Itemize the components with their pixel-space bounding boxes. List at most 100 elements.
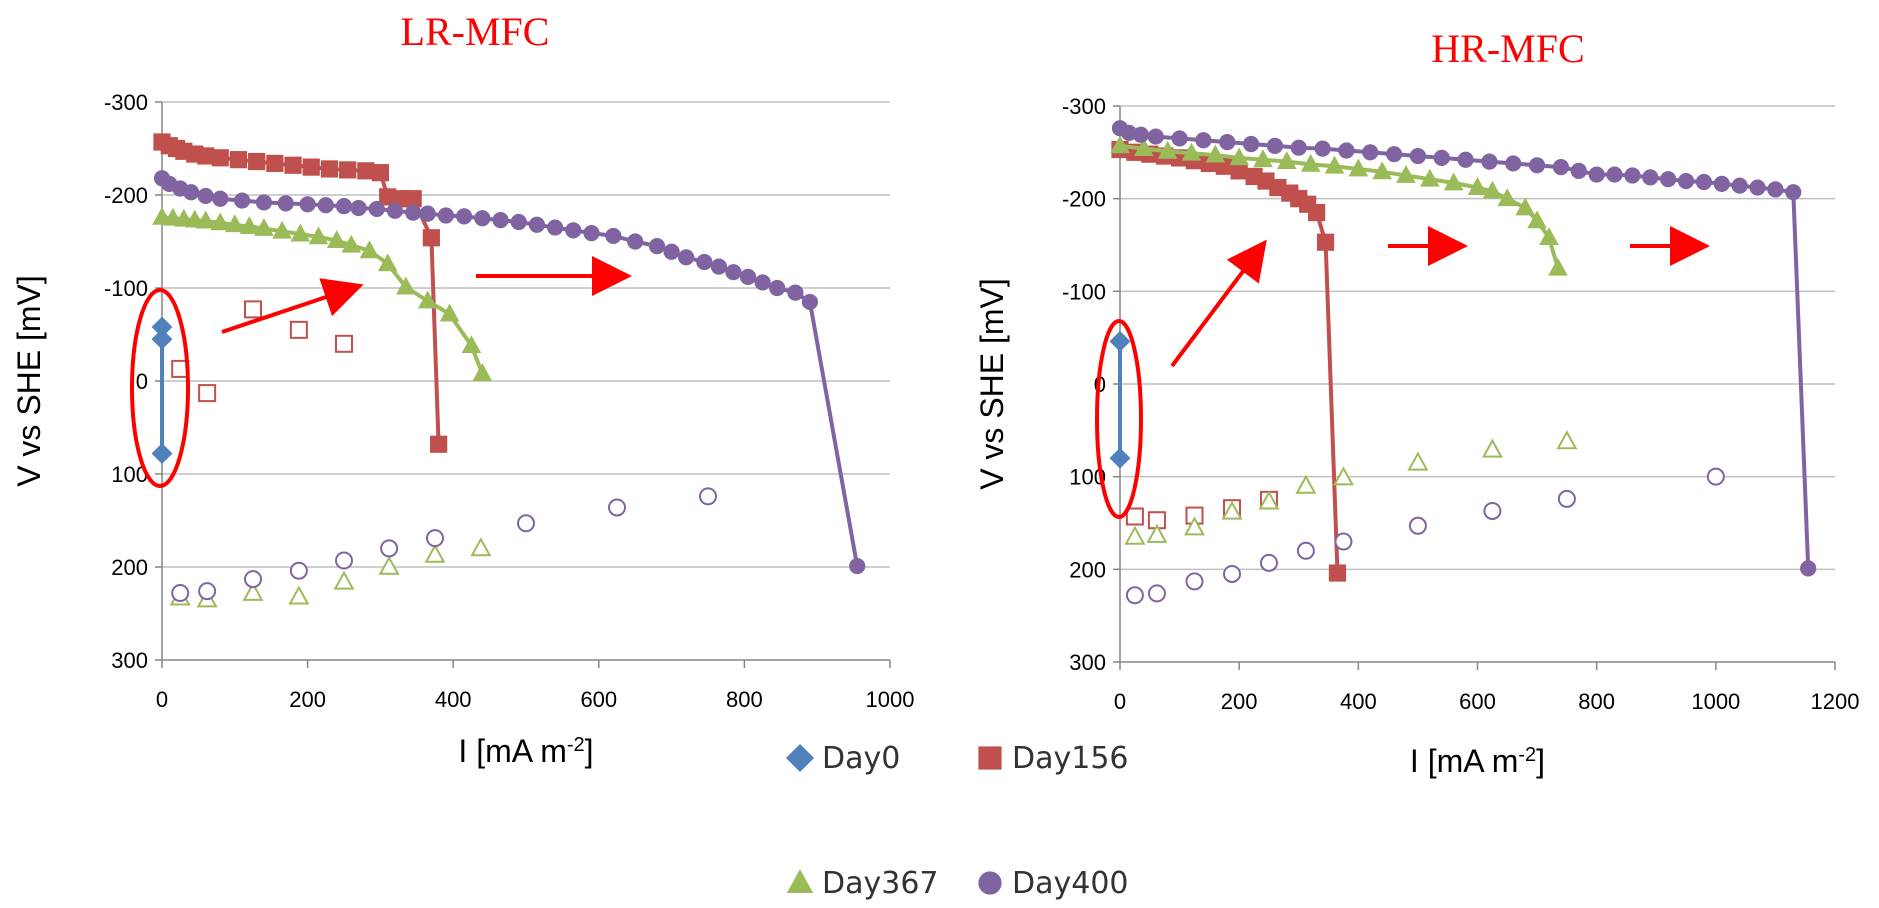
data-point-day400	[426, 529, 444, 548]
data-point-day400	[1800, 560, 1817, 577]
x-tick-label: 0	[156, 687, 168, 712]
x-axis-title-main: I [mA m	[458, 733, 566, 769]
data-point-day367	[1183, 516, 1205, 536]
data-point-day400	[183, 184, 200, 201]
data-point-day400	[233, 192, 251, 209]
data-point-day400	[1785, 184, 1802, 201]
data-point-day400	[1334, 532, 1353, 551]
data-point-day400	[627, 233, 644, 250]
data-point-day367	[1205, 144, 1226, 163]
data-point-day400	[1408, 516, 1427, 535]
data-point-day400	[1290, 139, 1307, 156]
data-point-day400	[171, 584, 190, 603]
data-point-day400	[605, 227, 622, 245]
data-point-day156	[379, 188, 397, 206]
y-tick-label: -200	[1062, 187, 1106, 212]
data-point-day400	[244, 570, 262, 589]
data-point-day156	[197, 147, 215, 165]
data-point-day367	[1396, 165, 1416, 183]
data-point-day156	[1316, 233, 1335, 251]
x-tick-label: 800	[726, 687, 763, 712]
data-point-day367	[1277, 151, 1297, 169]
data-point-day400	[368, 200, 385, 218]
x-axis-title: I [mA m-2]	[458, 733, 593, 769]
data-point-day367	[1539, 227, 1559, 245]
data-point-day156	[339, 161, 357, 179]
data-point-day400	[1570, 162, 1587, 179]
y-tick-label: -100	[104, 276, 148, 301]
data-point-day367	[333, 570, 355, 590]
x-tick-label: 1000	[1691, 689, 1740, 714]
data-point-day400	[1706, 467, 1725, 486]
data-point-day400	[1749, 179, 1766, 196]
data-point-day400	[1505, 155, 1522, 172]
data-point-day400	[583, 225, 600, 242]
data-point-day400	[299, 196, 316, 213]
data-point-day156	[266, 154, 284, 172]
y-tick-label: 300	[1069, 650, 1106, 675]
x-tick-label: 400	[435, 687, 472, 712]
series-day400-open	[171, 487, 717, 603]
chart-title: HR-MFC	[1431, 26, 1584, 71]
data-point-day367	[1221, 500, 1243, 520]
data-point-day367	[326, 230, 347, 248]
data-point-day400	[386, 202, 404, 219]
data-point-day400	[1642, 169, 1659, 186]
data-point-day367	[1481, 438, 1503, 458]
legend-item-day0: Day0	[785, 741, 900, 776]
data-point-day367	[396, 276, 416, 295]
y-tick-label: 200	[1069, 557, 1106, 582]
data-point-day156	[1308, 203, 1326, 222]
y-tick-label: 200	[111, 555, 148, 580]
highlight-ellipse	[130, 288, 190, 488]
data-point-day400	[317, 197, 334, 214]
data-point-day367	[254, 218, 274, 236]
data-point-day367	[210, 212, 231, 231]
series-day156-open	[171, 300, 353, 403]
data-point-day400	[517, 514, 535, 533]
data-point-day400	[419, 205, 436, 222]
data-point-day367	[1300, 153, 1321, 172]
data-point-day156	[248, 152, 266, 171]
data-point-day156	[404, 190, 422, 208]
data-point-day367	[1467, 177, 1488, 195]
data-point-day400	[663, 243, 680, 260]
legend-marker-day0	[785, 743, 815, 773]
x-axis-title-superscript: -2	[567, 734, 585, 756]
x-axis-title-main: I [mA m	[1410, 743, 1518, 779]
data-point-day400	[1147, 128, 1164, 145]
legend: Day0 Day156 Day367 Day400	[785, 741, 1129, 901]
data-point-day400	[1481, 153, 1498, 170]
data-point-day400	[335, 198, 353, 215]
data-point-day400	[787, 284, 804, 301]
y-tick-label: -300	[1062, 94, 1106, 119]
data-point-day367	[1157, 140, 1178, 159]
data-point-day400	[1259, 553, 1278, 572]
x-tick-label: 600	[1459, 689, 1496, 714]
data-point-day367	[242, 581, 264, 601]
data-point-day367	[1124, 525, 1146, 545]
data-point-day400	[1528, 157, 1546, 174]
data-point-day400	[1147, 584, 1166, 603]
x-axis-title-end: ]	[1536, 743, 1545, 779]
series-day367-open	[169, 537, 492, 608]
data-point-day367	[1134, 138, 1154, 157]
data-point-day400	[350, 199, 367, 217]
data-point-day400	[769, 279, 786, 297]
data-point-day400	[1552, 159, 1570, 176]
data-point-day400	[1588, 166, 1605, 183]
data-point-day156	[198, 384, 217, 403]
data-point-day400	[1624, 167, 1641, 184]
data-point-day156	[211, 149, 229, 167]
data-point-day367	[1497, 188, 1518, 207]
data-point-day400	[710, 258, 728, 275]
data-point-day400	[547, 219, 564, 236]
data-point-day156	[1328, 564, 1347, 582]
data-point-day367	[1556, 430, 1578, 450]
data-point-day400	[1409, 147, 1427, 165]
annotation-arrow	[221, 278, 364, 334]
data-point-day400	[212, 190, 229, 207]
data-point-day400	[492, 212, 509, 229]
legend-label: Day156	[1012, 741, 1129, 776]
